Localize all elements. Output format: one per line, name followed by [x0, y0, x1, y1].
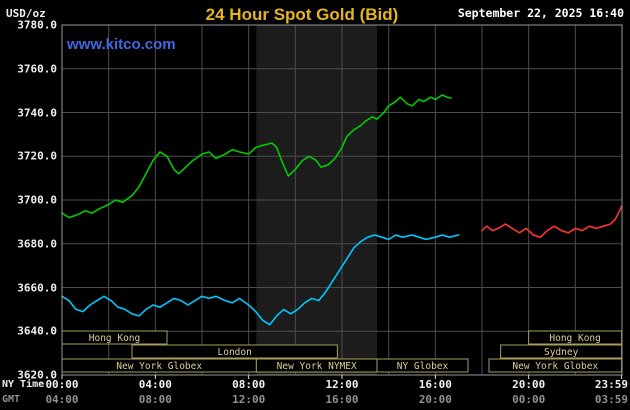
- chart-title: 24 Hour Spot Gold (Bid): [205, 5, 399, 24]
- session-box: NY Globex: [376, 358, 469, 373]
- x-axis-label-gmt: 12:00: [232, 393, 266, 406]
- x-axis-label-gmt: 16:00: [325, 393, 359, 406]
- y-axis-label: 3660.0: [17, 281, 57, 294]
- x-axis-label-gmt: 04:00: [45, 393, 79, 406]
- x-axis-label-ny: 00:00: [45, 378, 79, 391]
- x-axis-row-label-gmt: GMT: [2, 394, 21, 405]
- session-label: Sydney: [544, 347, 579, 358]
- y-axis-label: 3720.0: [17, 149, 57, 163]
- y-axis-label: 3780.0: [17, 18, 57, 32]
- x-axis-label-ny: 23:59: [594, 378, 628, 391]
- x-axis-label-ny: 04:00: [138, 378, 172, 391]
- series-line-0: [61, 234, 460, 326]
- series-line-1: [481, 205, 623, 238]
- session-box: London: [131, 344, 338, 359]
- gridlines: [62, 25, 622, 375]
- unit-label: USD/oz: [6, 7, 46, 20]
- x-axis-label-ny: 20:00: [512, 378, 546, 391]
- x-axis-row-label-ny: NY Time: [2, 379, 45, 390]
- session-label: London: [218, 347, 252, 358]
- x-axis-label-gmt: 00:00: [512, 393, 546, 406]
- session-label: Hong Kong: [549, 333, 600, 344]
- session-label: Hong Kong: [89, 333, 140, 344]
- x-axis-label-ny: 12:00: [325, 378, 359, 391]
- y-axis-label: 3740.0: [17, 106, 57, 119]
- y-axis-label: 3680.0: [17, 237, 57, 251]
- session-box: Hong Kong: [528, 330, 623, 345]
- legend: September 22, 2025 16:40: [458, 6, 624, 22]
- y-axis: 3780.0 3760.0 3740.0 3720.0 3700.0 3680.0 3660…: [0, 0, 57, 410]
- x-axis-label-ny: 16:00: [418, 378, 452, 391]
- session-label: New York Globex: [512, 361, 598, 372]
- session-label: New York NYMEX: [277, 361, 357, 372]
- x-axis-label-ny: 08:00: [232, 378, 266, 391]
- session-label: New York Globex: [116, 361, 202, 372]
- datetime-label: September 22, 2025 16:40: [457, 6, 624, 20]
- y-axis-label: 3760.0: [17, 62, 57, 76]
- y-axis-label: 3700.0: [17, 193, 57, 207]
- series-line-2: [61, 94, 452, 219]
- x-axis-label-gmt: 08:00: [138, 393, 172, 406]
- kitco-watermark-link[interactable]: www.kitco.com: [67, 36, 176, 53]
- x-axis-label-gmt: 03:59: [594, 393, 628, 406]
- y-axis-label: 3640.0: [17, 324, 57, 338]
- x-axis-label-gmt: 20:00: [418, 393, 452, 406]
- session-label: NY Globex: [397, 361, 449, 372]
- y-axis-label: 3620.0: [17, 368, 57, 382]
